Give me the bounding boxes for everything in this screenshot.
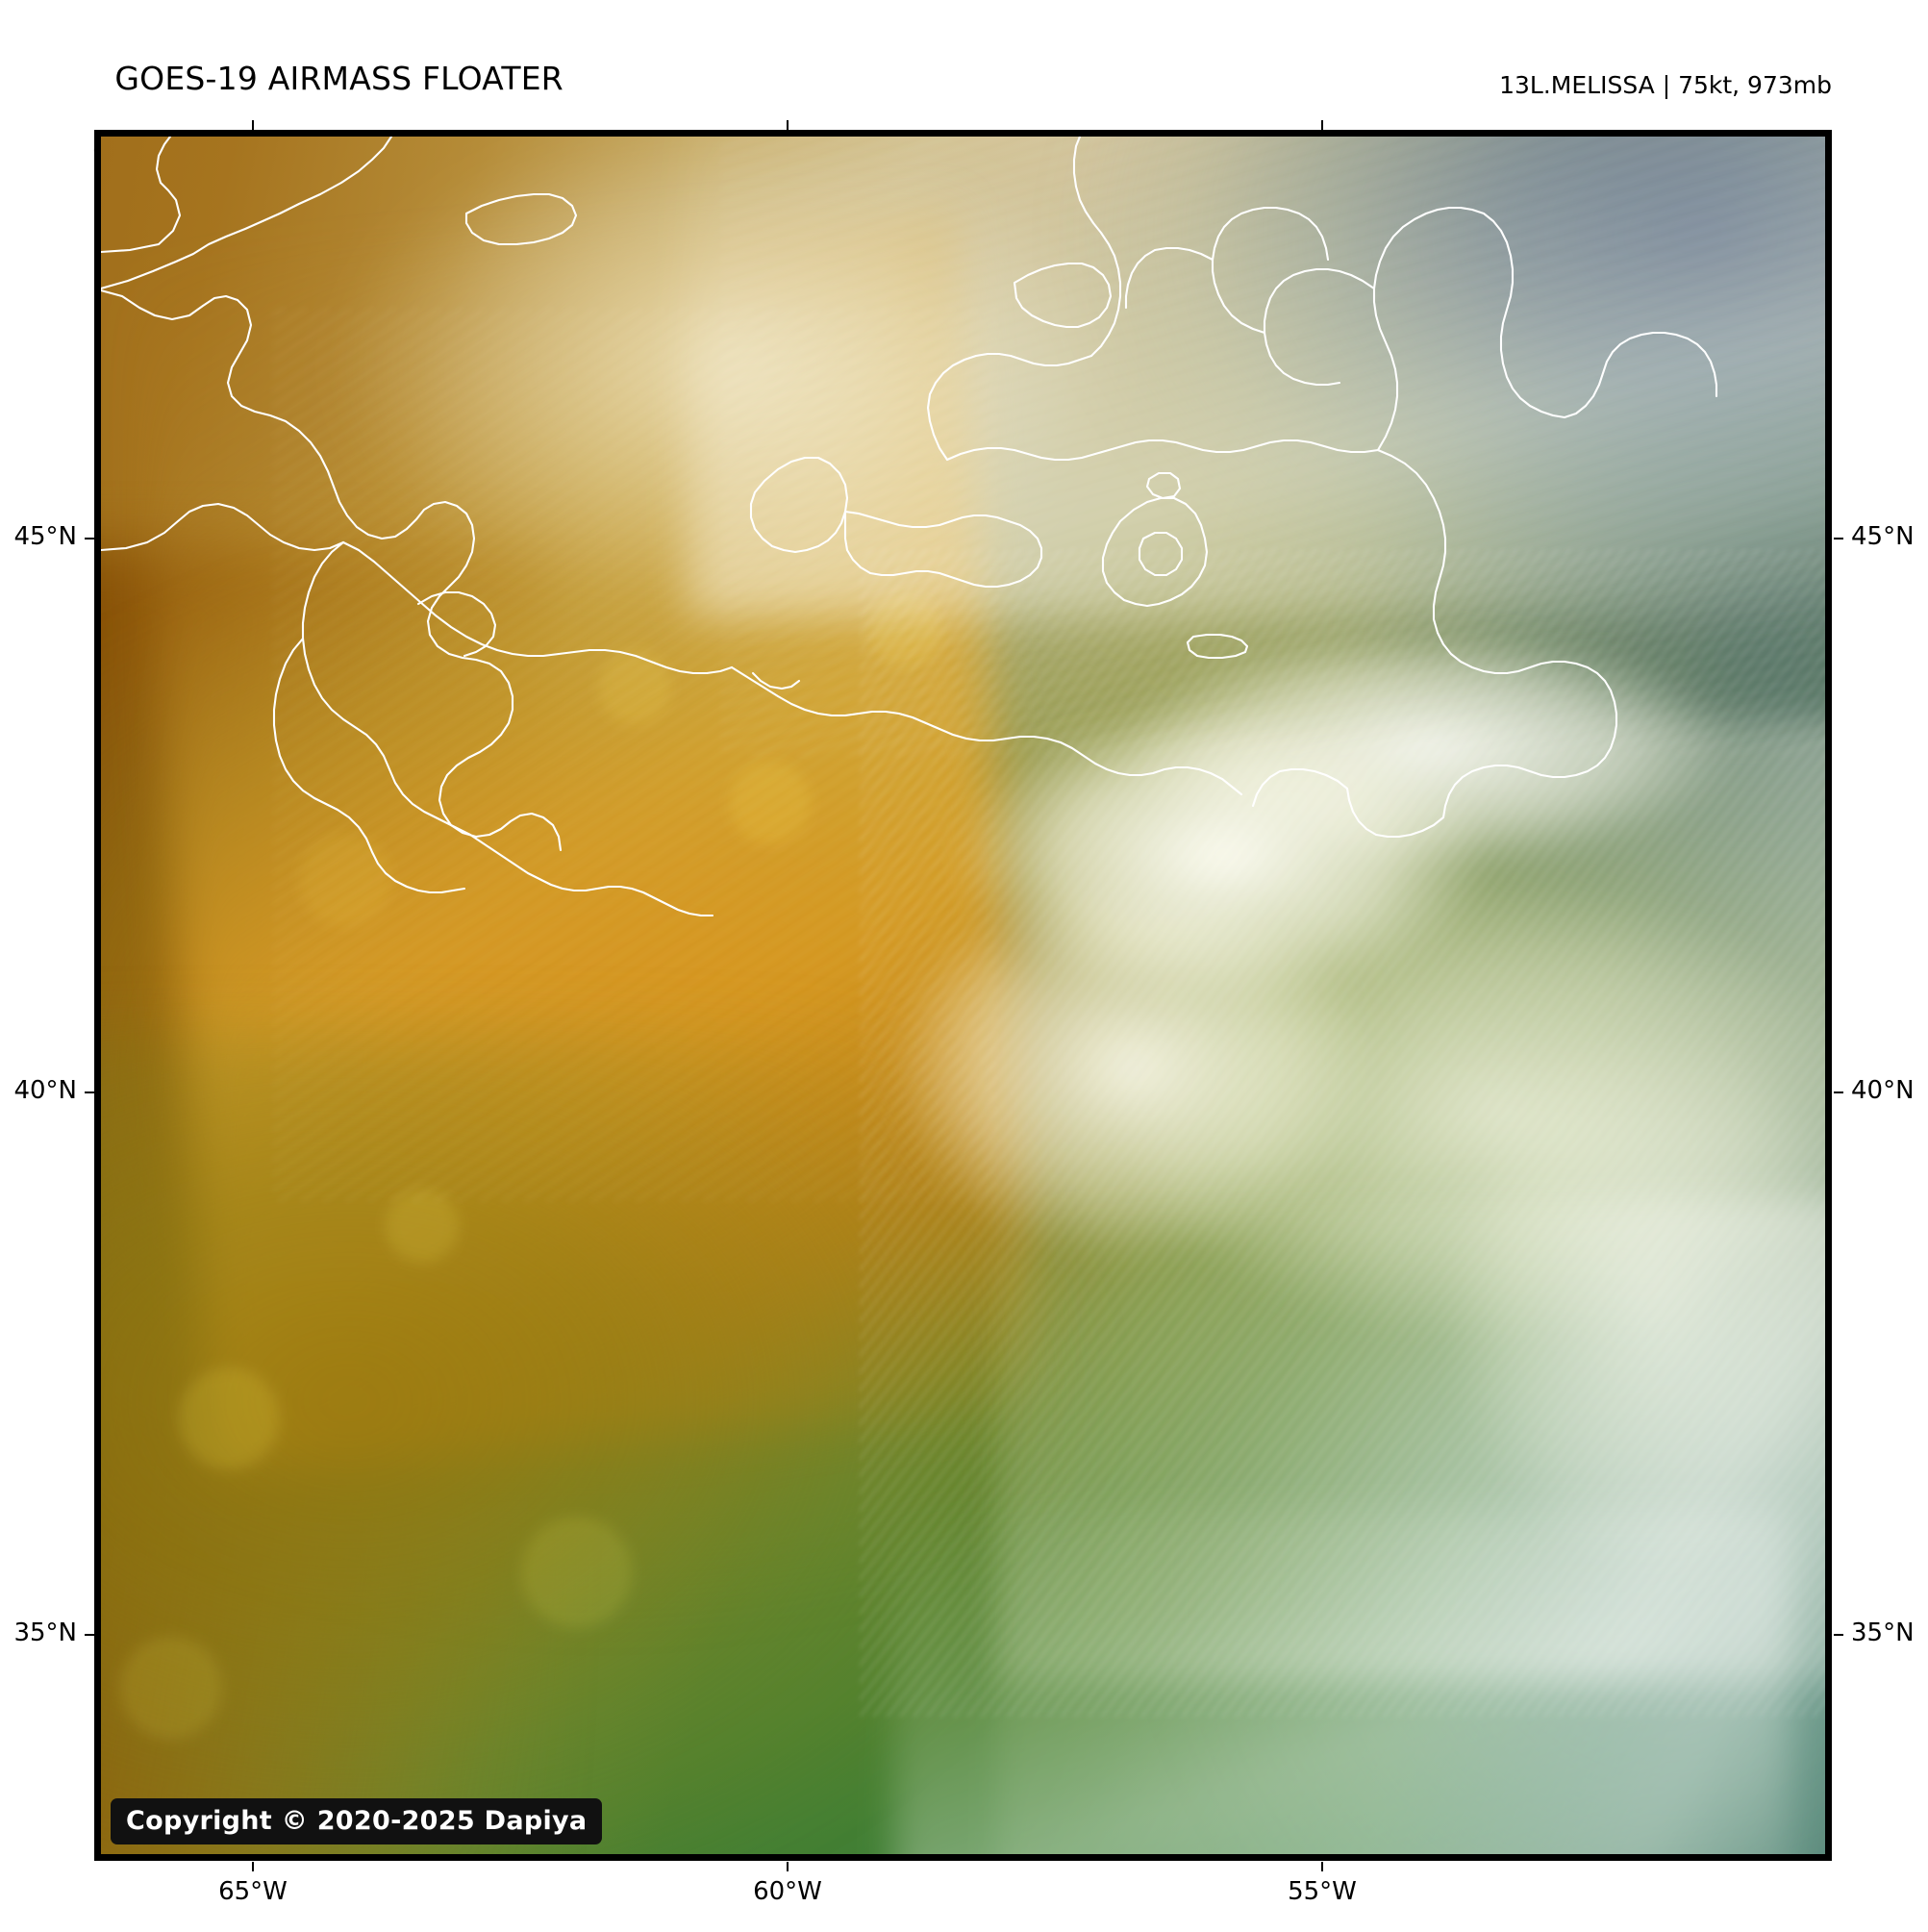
coastline-newfoundland-nw-hook [1074, 137, 1120, 356]
coastline-pei-east [845, 512, 1041, 587]
lat-tick-right-45 [1834, 538, 1843, 539]
coastline-northern-nb [101, 137, 391, 289]
coastline-newfoundland-nw-tip [1014, 263, 1111, 327]
lon-tick-bottom-60 [787, 1862, 789, 1871]
lat-tick-right-35 [1834, 1634, 1843, 1636]
lon-label-65: 65°W [218, 1877, 288, 1906]
cloud-sweep-east [997, 720, 1825, 1683]
coastline-anticosti [466, 194, 576, 244]
satellite-image-frame[interactable]: Copyright © 2020-2025 Dapiya [94, 130, 1832, 1861]
lon-tick-top-55 [1321, 120, 1323, 130]
lon-tick-bottom-55 [1321, 1862, 1323, 1871]
coastline-labrador-strait [1126, 248, 1213, 308]
coastline-yarmouth-southtip [274, 639, 464, 892]
coastline-island-fragment [753, 673, 799, 689]
lon-label-55: 55°W [1288, 1877, 1357, 1906]
coastline-prince-edward-island [751, 458, 847, 552]
lon-tick-top-60 [787, 120, 789, 130]
coastline-nfld-fragment-b [1253, 769, 1347, 806]
coastline-magdalen-islands [1147, 473, 1180, 498]
airmass-rgb-imagery [101, 137, 1825, 1854]
storm-info-label: 13L.MELISSA | 75kt, 973mb [1499, 71, 1832, 99]
coastline-newfoundland-south [947, 440, 1378, 460]
lat-label-right-35: 35°N [1851, 1618, 1915, 1647]
coastline-cape-breton-bras-dor [1139, 533, 1182, 575]
lat-label-left-45: 45°N [13, 522, 77, 551]
coastline-nfld-fragment-a [1347, 789, 1443, 837]
cirrus-streak-texture-north [721, 137, 1825, 755]
convective-mottle-texture [101, 137, 1825, 1854]
lat-label-left-40: 40°N [13, 1076, 77, 1105]
coastline-nova-scotia-north [343, 542, 732, 673]
coastline-sable-island [1188, 635, 1247, 658]
coastline-newfoundland-north [1374, 208, 1565, 450]
lat-tick-left-35 [85, 1634, 94, 1636]
cirrus-streak-texture [859, 548, 1825, 1718]
coastline-fundy-shore [101, 504, 343, 550]
cirrus-streak-texture-west [273, 308, 998, 1202]
cloud-tail-southeast [997, 1201, 1825, 1854]
lon-label-60: 60°W [753, 1877, 822, 1906]
lat-label-right-45: 45°N [1851, 522, 1915, 551]
coastline-newfoundland-ne-coast [1565, 333, 1716, 417]
coastline-new-brunswick [101, 290, 561, 850]
coastline-newfoundland-avalon-west [1378, 450, 1616, 817]
lon-tick-bottom-65 [252, 1862, 254, 1871]
coastline-newfoundland-burin [928, 354, 1091, 460]
lon-tick-top-65 [252, 120, 254, 130]
coastline-cape-breton [1103, 498, 1207, 606]
coastline-newfoundland-nw-coast [1264, 269, 1374, 385]
product-title: GOES-19 AIRMASS FLOATER [114, 59, 563, 97]
coastline-overlay [101, 137, 1825, 1854]
coastline-quebec-gaspe [101, 137, 180, 252]
coastline-northern-peninsula [1213, 208, 1328, 333]
lat-label-left-35: 35°N [13, 1618, 77, 1647]
lat-tick-left-40 [85, 1091, 94, 1093]
lat-label-right-40: 40°N [1851, 1076, 1915, 1105]
coastline-nova-scotia-southwest [303, 542, 713, 916]
lat-tick-right-40 [1834, 1091, 1843, 1093]
coastline-nova-scotia-fundy-inner [418, 592, 495, 656]
cloud-wisps-south [893, 1510, 1791, 1854]
copyright-banner: Copyright © 2020-2025 Dapiya [111, 1798, 603, 1844]
lat-tick-left-45 [85, 538, 94, 539]
coastline-nova-scotia-atlantic [732, 667, 1241, 794]
